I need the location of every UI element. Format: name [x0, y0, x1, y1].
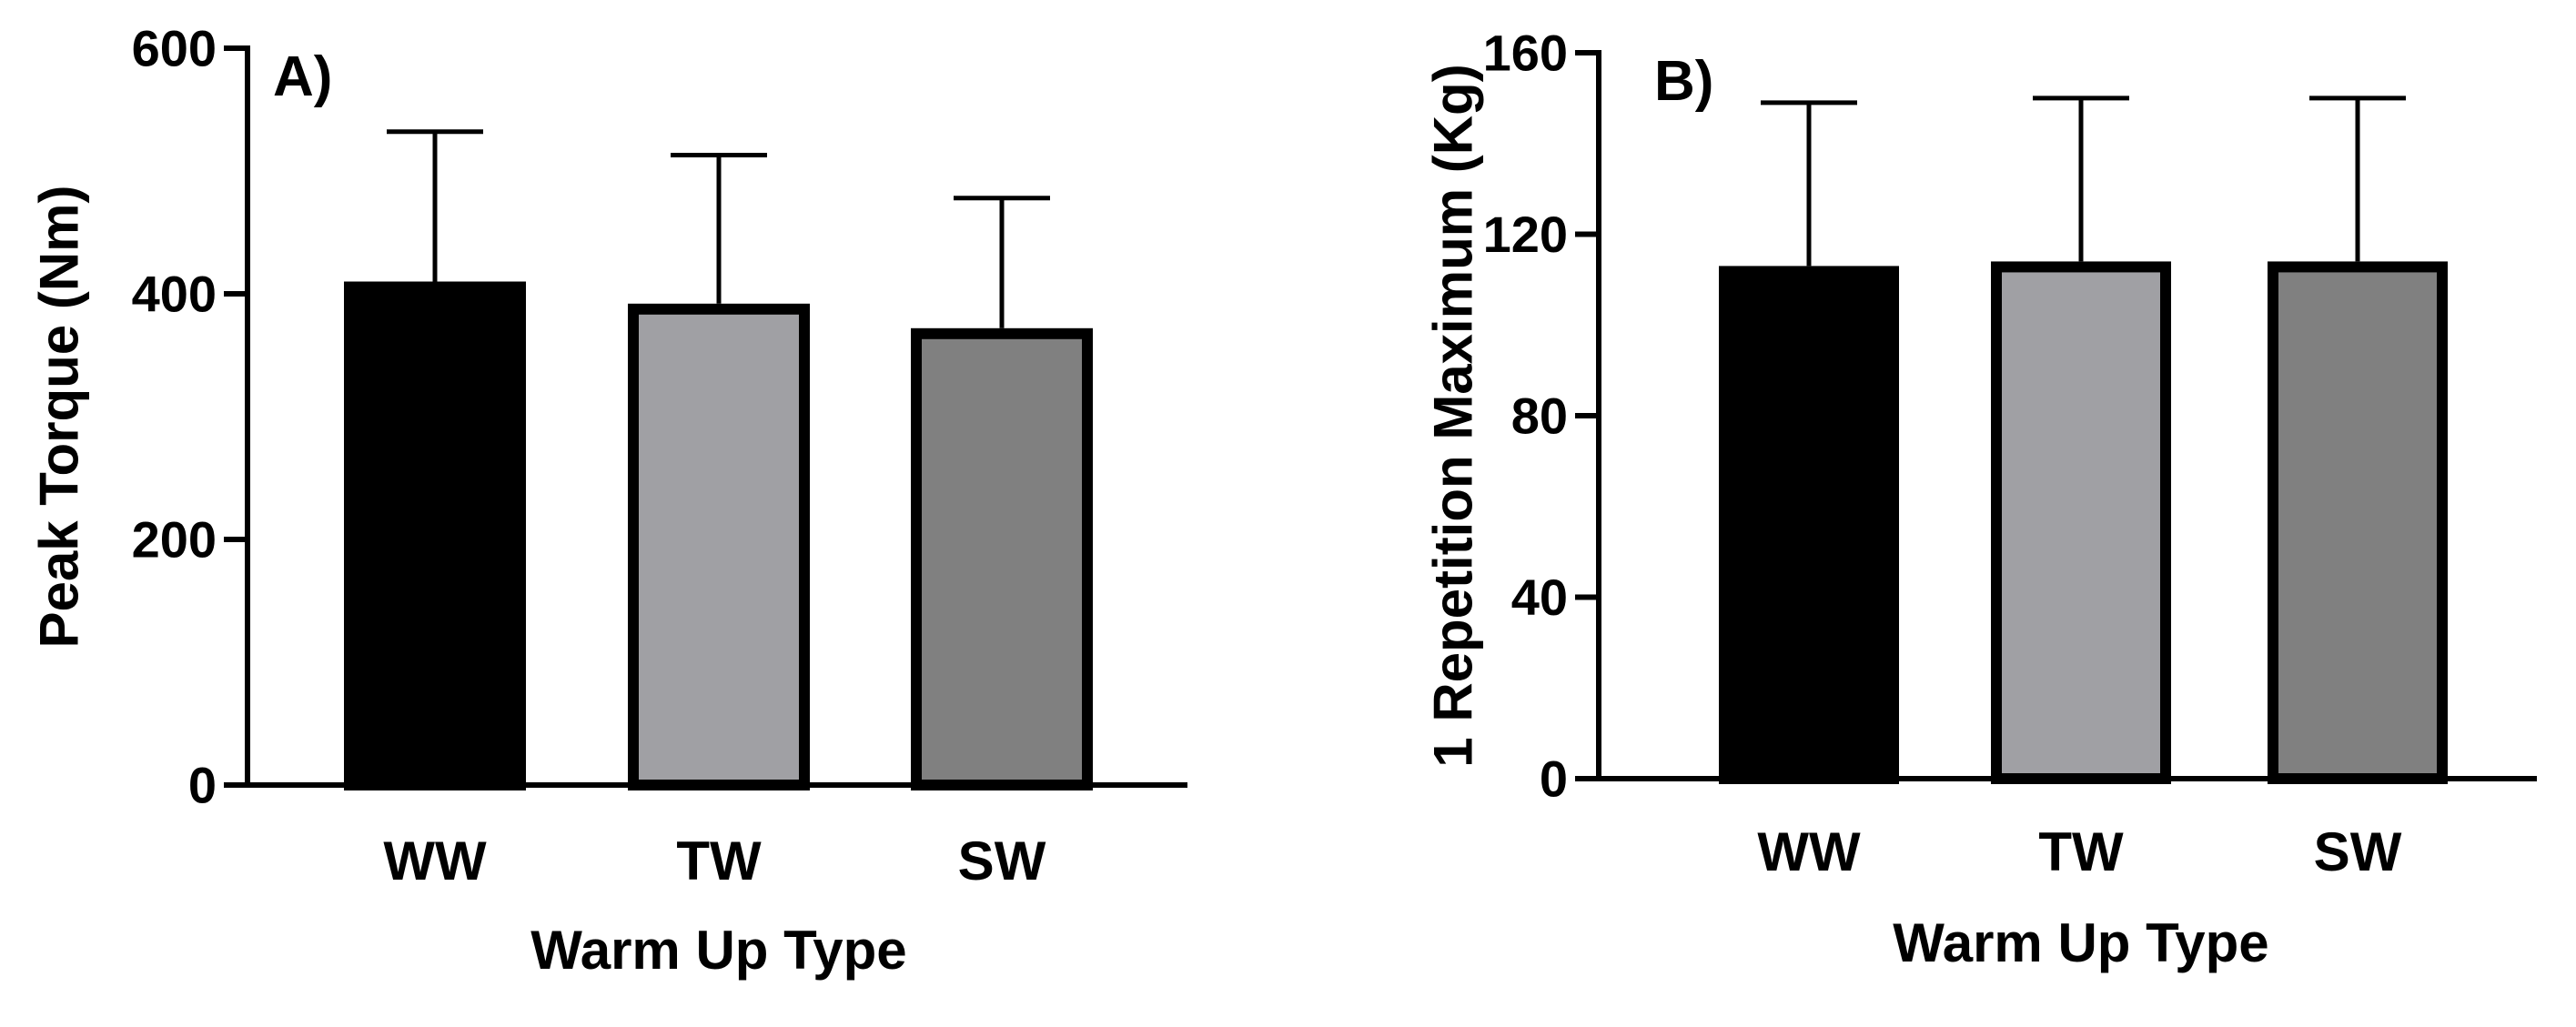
panel-a-y-tick-label-400: 400 [132, 266, 217, 323]
panel-b-y-tick-label-0: 0 [1540, 750, 1568, 808]
panel-b-bar-ww [1719, 266, 1899, 785]
panel-a-bar-tw [628, 303, 810, 790]
panel-b-bar-tw [1991, 261, 2171, 784]
panel-b-category-label-tw: TW [2038, 821, 2124, 882]
panel-b-y-axis-title: 1 Repetition Maximum (Kg) [1423, 64, 1484, 767]
panel-b-x-axis-title: Warm Up Type [1893, 912, 2268, 973]
panel-a-category-label-ww: WW [383, 831, 487, 891]
panel-b-y-tick-label-80: 80 [1511, 388, 1568, 445]
panel-b-y-tick-label-160: 160 [1483, 25, 1568, 82]
panel-a-category-label-tw: TW [676, 831, 762, 891]
panel-a-y-tick-label-0: 0 [188, 757, 217, 814]
panel-a: WW TW SW 0 200 400 600 A) Warm Up Type Peak Torqu… [29, 20, 1187, 981]
panel-a-category-label-sw: SW [958, 831, 1046, 891]
panel-a-label: A) [273, 45, 332, 108]
panel-b-category-label-sw: SW [2314, 821, 2402, 882]
panel-b-y-tick-label-40: 40 [1511, 569, 1568, 626]
panel-b: WW TW SW 0 40 80 120 160 B) Warm Up Type 1 Repetit… [1423, 25, 2537, 973]
panel-b-label: B) [1654, 50, 1713, 113]
panel-a-bar-sw [911, 327, 1093, 790]
panel-a-y-tick-label-200: 200 [132, 511, 217, 569]
panel-a-x-axis-title: Warm Up Type [530, 920, 906, 981]
panel-a-y-axis-title: Peak Torque (Nm) [29, 186, 90, 649]
panel-b-y-tick-label-120: 120 [1483, 206, 1568, 263]
panel-a-bar-ww [344, 281, 526, 790]
panel-b-bar-sw [2268, 261, 2448, 784]
panel-a-y-tick-label-600: 600 [132, 20, 217, 77]
panel-b-category-label-ww: WW [1757, 821, 1861, 882]
